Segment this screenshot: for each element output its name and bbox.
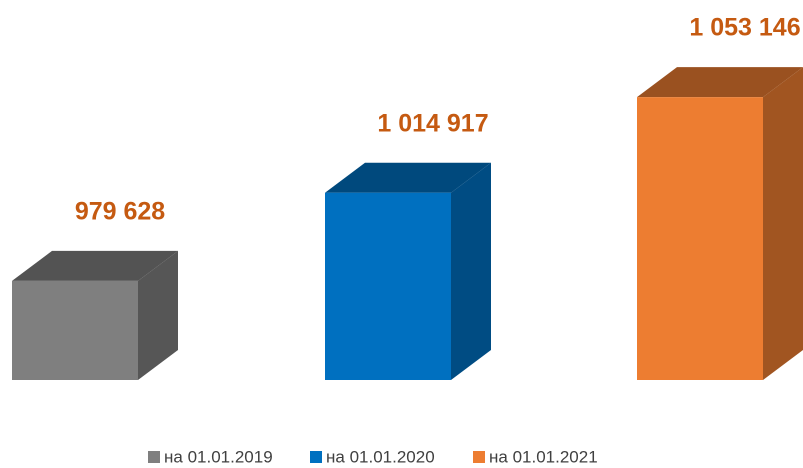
value-label: 979 628	[75, 198, 165, 226]
legend-swatch	[310, 451, 322, 463]
bar	[12, 280, 138, 380]
bar-side	[763, 67, 803, 380]
legend-swatch	[473, 451, 485, 463]
value-label: 1 053 146	[689, 14, 800, 42]
legend-swatch	[148, 451, 160, 463]
bar-side	[451, 162, 491, 380]
bar-top	[325, 162, 491, 193]
value-label: 1 014 917	[377, 109, 488, 137]
bar	[325, 192, 451, 380]
legend-label: на 01.01.2020	[326, 447, 435, 466]
legend-label: на 01.01.2019	[164, 447, 273, 466]
bar-top	[637, 67, 803, 98]
bar-top	[12, 250, 178, 281]
legend-label: на 01.01.2021	[489, 447, 598, 466]
bar	[637, 97, 763, 380]
bar-side	[138, 250, 178, 380]
